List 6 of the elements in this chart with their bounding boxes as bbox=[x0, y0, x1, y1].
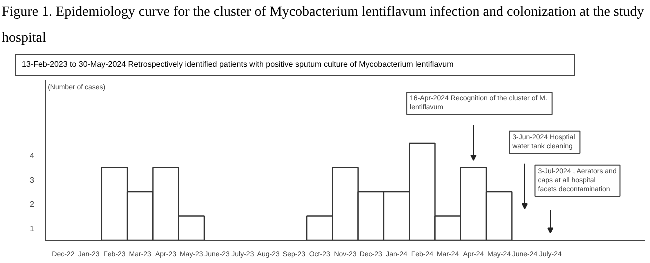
chart-title: Figure 1. Epidemiology curve for the cluster of Mycobacterium lentiflavum infection and colonization at the study hospital bbox=[2, 4, 645, 48]
text: 13-Feb-2023 to 30-May-2024 Retrospectively identified patients with positive sputum culture of Mycobacterium lentiflavum bbox=[22, 59, 454, 70]
y-tick-label: 2 bbox=[30, 200, 36, 210]
y-tick-label: 4 bbox=[30, 152, 36, 161]
y-tick-label: 1 bbox=[30, 224, 36, 234]
y-tick-label: 3 bbox=[30, 176, 36, 185]
